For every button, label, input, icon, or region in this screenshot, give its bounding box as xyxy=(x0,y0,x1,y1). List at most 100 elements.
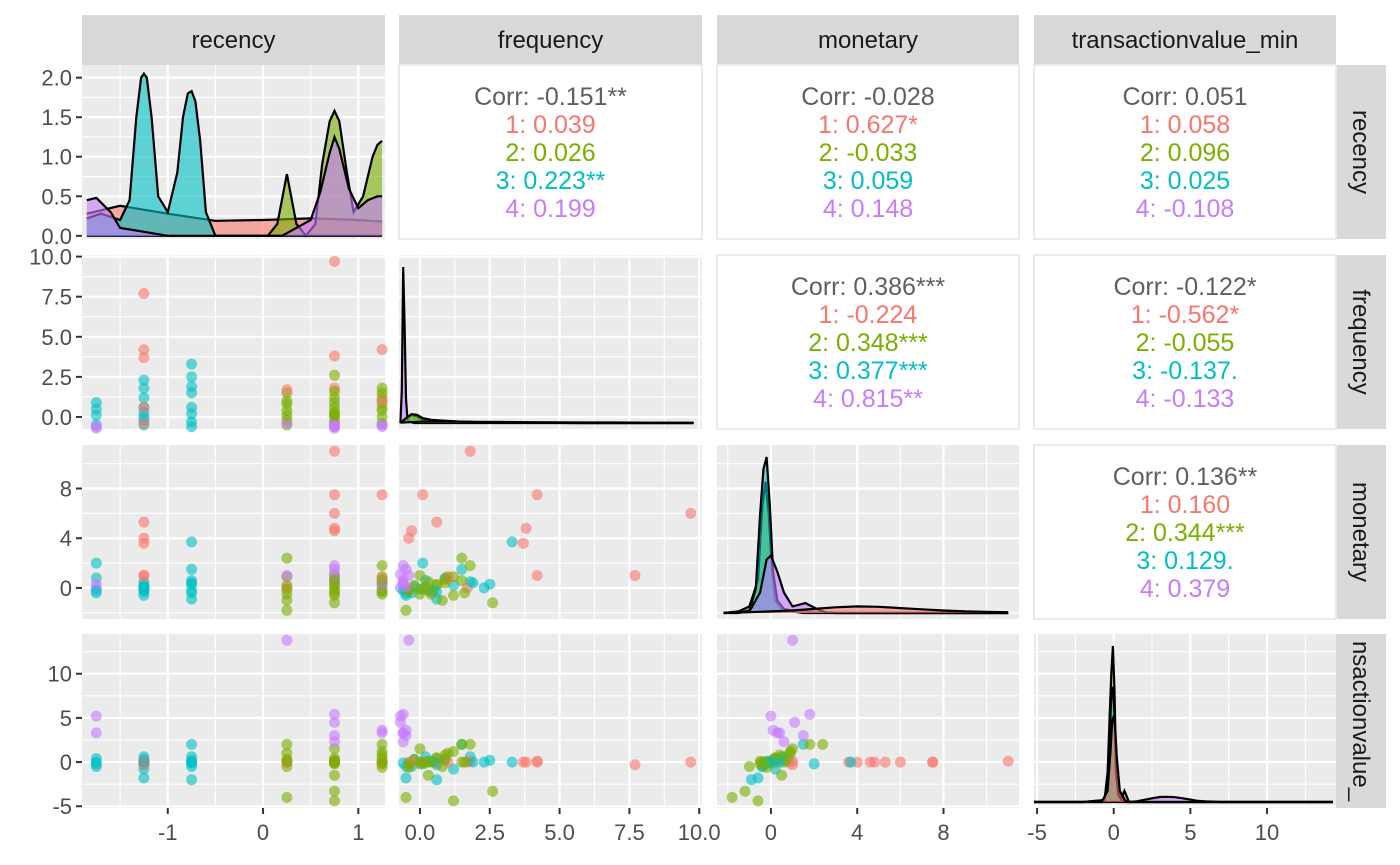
point-transactionvalue_min-vs-monetary-47 xyxy=(804,738,816,750)
corr-group-1-label: 1: -0.224 xyxy=(819,301,918,329)
panel-transactionvalue_min-vs-recency xyxy=(82,634,388,808)
point-monetary-vs-recency-36 xyxy=(329,525,340,537)
point-transactionvalue_min-vs-monetary-24 xyxy=(817,738,829,750)
point-monetary-vs-recency-33 xyxy=(329,445,340,457)
point-monetary-vs-frequency-63 xyxy=(459,587,471,599)
corr-overall-label: Corr: -0.122* xyxy=(1113,273,1256,301)
point-transactionvalue_min-vs-monetary-17 xyxy=(845,756,857,768)
corr-overall-label: Corr: 0.136** xyxy=(1113,463,1258,491)
panel-monetary-vs-recency xyxy=(82,445,388,619)
corr-group-4-label: 4: 0.148 xyxy=(823,195,913,223)
point-transactionvalue_min-vs-frequency-17 xyxy=(506,756,518,768)
point-frequency-vs-recency-17 xyxy=(186,358,198,370)
y-tick-label-frequency: 5.0 xyxy=(41,325,72,350)
point-transactionvalue_min-vs-recency-44 xyxy=(329,716,340,728)
point-transactionvalue_min-vs-recency-61 xyxy=(138,756,150,768)
x-tick-label-transactionvalue_min: -5 xyxy=(1027,820,1047,845)
panel-monetary-vs-frequency xyxy=(394,445,702,619)
panel-background xyxy=(399,634,702,808)
point-transactionvalue_min-vs-recency-3 xyxy=(90,710,102,722)
y-tick-label-recency: 1.5 xyxy=(41,105,72,130)
point-frequency-vs-recency-56 xyxy=(376,419,388,431)
point-monetary-vs-recency-53 xyxy=(376,489,388,501)
point-transactionvalue_min-vs-recency-63 xyxy=(329,756,340,768)
point-transactionvalue_min-vs-monetary-3 xyxy=(765,710,777,722)
panel-transactionvalue_min-vs-transactionvalue_min xyxy=(1034,634,1336,808)
corr-group-1-label: 1: -0.562* xyxy=(1131,301,1240,329)
panel-background xyxy=(399,445,702,619)
point-monetary-vs-recency-2 xyxy=(90,557,102,569)
point-transactionvalue_min-vs-monetary-28 xyxy=(743,761,755,772)
point-transactionvalue_min-vs-recency-19 xyxy=(186,738,198,750)
point-monetary-vs-frequency-2 xyxy=(417,557,429,569)
y-tick-label-transactionvalue_min: -5 xyxy=(52,794,72,819)
point-monetary-vs-recency-59 xyxy=(376,575,388,586)
x-tick-label-transactionvalue_min: 5 xyxy=(1184,820,1196,845)
point-transactionvalue_min-vs-frequency-62 xyxy=(467,756,479,768)
point-transactionvalue_min-vs-monetary-20 xyxy=(746,774,757,786)
point-frequency-vs-recency-63 xyxy=(329,385,340,397)
point-transactionvalue_min-vs-recency-38 xyxy=(329,795,340,807)
point-transactionvalue_min-vs-frequency-27 xyxy=(400,791,412,803)
point-transactionvalue_min-vs-monetary-44 xyxy=(789,716,801,728)
corr-group-4-label: 4: 0.815** xyxy=(813,385,923,413)
corr-group-2-label: 2: -0.055 xyxy=(1136,329,1235,357)
point-frequency-vs-recency-59 xyxy=(376,387,388,399)
y-tick-label-monetary: 8 xyxy=(60,477,72,502)
point-monetary-vs-recency-32 xyxy=(329,507,340,519)
y-tick-label-recency: 0.5 xyxy=(41,184,72,209)
point-monetary-vs-recency-14 xyxy=(138,570,150,581)
point-transactionvalue_min-vs-frequency-47 xyxy=(464,738,476,750)
transactionvalue_min-density-line-1 xyxy=(1034,712,1333,804)
panel-background xyxy=(717,634,1019,808)
y-tick-label-recency: 1.0 xyxy=(41,145,72,170)
point-frequency-vs-recency-18 xyxy=(186,371,198,383)
point-monetary-vs-recency-60 xyxy=(281,583,293,595)
point-transactionvalue_min-vs-monetary-43 xyxy=(804,708,816,720)
corr-panel-background xyxy=(1033,254,1337,430)
y-tick-label-transactionvalue_min: 0 xyxy=(60,750,72,775)
point-monetary-vs-frequency-60 xyxy=(417,583,429,595)
panel-monetary-vs-monetary xyxy=(717,445,1019,619)
point-transactionvalue_min-vs-recency-46 xyxy=(329,736,340,748)
point-frequency-vs-recency-34 xyxy=(329,350,340,362)
x-tick-label-frequency: 5.0 xyxy=(544,820,575,845)
x-tick-label-monetary: 4 xyxy=(851,820,863,845)
point-monetary-vs-frequency-59 xyxy=(456,575,468,586)
point-transactionvalue_min-vs-frequency-65 xyxy=(425,756,437,768)
point-transactionvalue_min-vs-recency-60 xyxy=(281,756,293,768)
corr-group-4-label: 4: 0.379 xyxy=(1140,575,1230,603)
point-transactionvalue_min-vs-frequency-34 xyxy=(520,756,532,768)
corr-group-1-label: 1: 0.039 xyxy=(505,111,595,139)
point-transactionvalue_min-vs-recency-20 xyxy=(186,774,198,786)
point-transactionvalue_min-vs-monetary-2 xyxy=(808,758,820,770)
x-tick-label-frequency: 10.0 xyxy=(678,820,721,845)
point-frequency-vs-recency-28 xyxy=(281,398,293,410)
point-transactionvalue_min-vs-frequency-61 xyxy=(478,756,490,768)
corr-group-1-label: 1: 0.627* xyxy=(818,111,918,139)
corr-group-4-label: 4: -0.108 xyxy=(1136,195,1235,223)
point-frequency-vs-recency-30 xyxy=(281,417,293,429)
point-transactionvalue_min-vs-recency-65 xyxy=(376,756,388,768)
point-transactionvalue_min-vs-frequency-53 xyxy=(531,756,543,768)
x-tick-label-frequency: 2.5 xyxy=(474,820,505,845)
point-frequency-vs-recency-64 xyxy=(90,403,102,415)
point-frequency-vs-recency-32 xyxy=(329,255,340,267)
column-strip-recency xyxy=(82,15,385,65)
point-monetary-vs-frequency-33 xyxy=(464,445,476,457)
point-frequency-vs-recency-54 xyxy=(376,395,388,407)
row-strip-monetary xyxy=(1336,445,1386,619)
corr-overall-label: Corr: 0.051 xyxy=(1122,83,1247,111)
point-monetary-vs-recency-27 xyxy=(281,604,293,616)
point-monetary-vs-frequency-24 xyxy=(456,552,468,564)
row-strip-recency xyxy=(1336,65,1386,239)
point-frequency-vs-recency-46 xyxy=(329,421,340,433)
recency-density-line-4 xyxy=(86,133,383,237)
point-monetary-vs-recency-63 xyxy=(329,587,340,599)
frequency-density-line-1 xyxy=(400,420,694,424)
point-transactionvalue_min-vs-monetary-45 xyxy=(797,730,809,742)
point-monetary-vs-frequency-17 xyxy=(506,536,518,548)
point-frequency-vs-recency-31 xyxy=(281,384,293,396)
